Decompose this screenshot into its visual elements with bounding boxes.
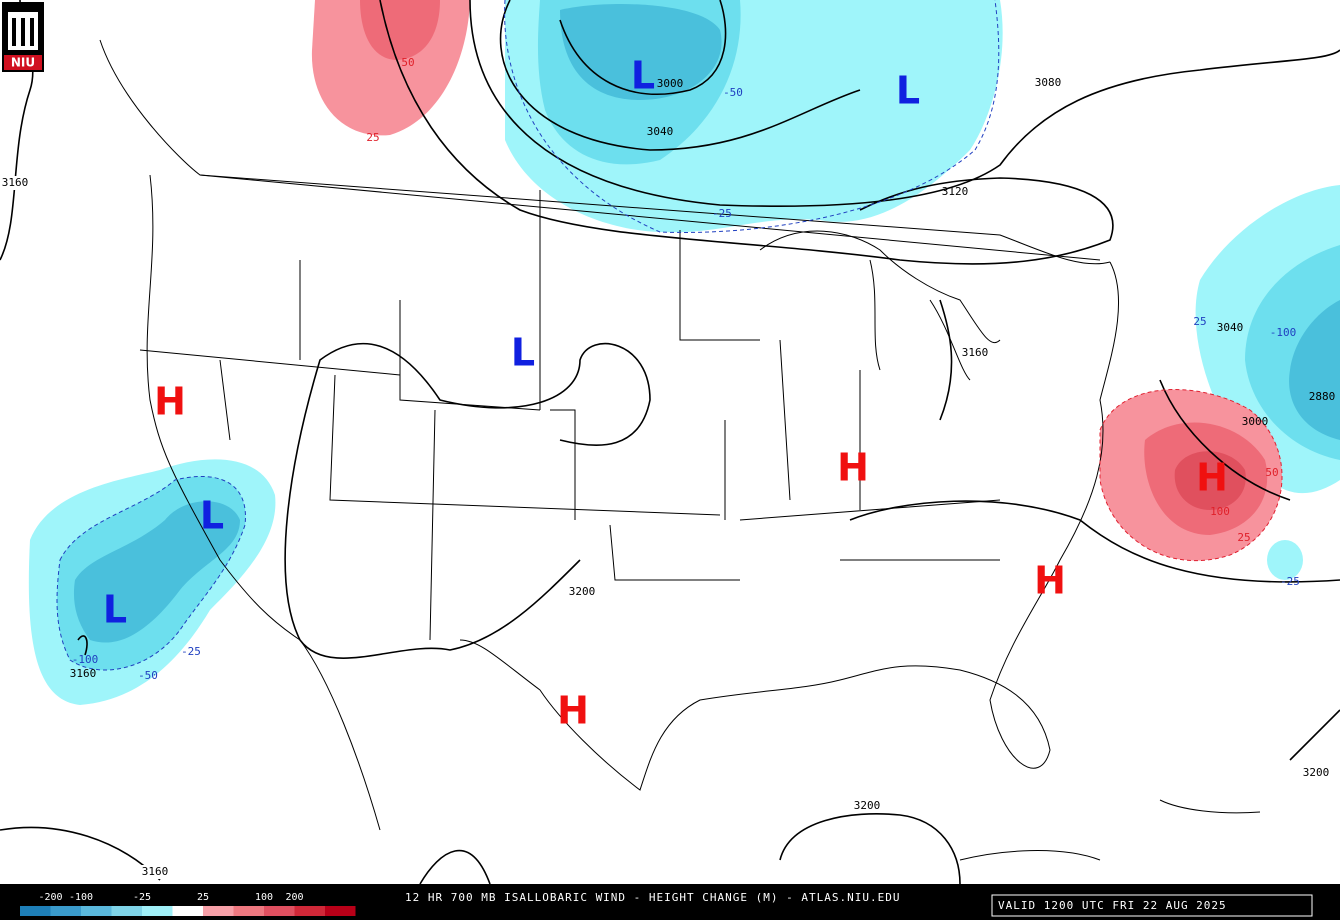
low-center: L: [511, 331, 535, 375]
height-label: 3200: [854, 799, 881, 812]
colorbar-label: -25: [133, 892, 151, 903]
low-center: L: [103, 588, 127, 632]
valid-time: VALID 1200 UTC FRI 22 AUG 2025: [998, 899, 1227, 912]
height-label: 3160: [70, 667, 97, 680]
logo-text: NIU: [11, 56, 35, 70]
colorbar: -200 -100 -25 25 100 200: [20, 892, 356, 916]
low-center: L: [896, 69, 920, 113]
change-label: -25: [181, 645, 201, 658]
height-labels: 3160 3000 3040 3080 3120 3160 3200 3040 …: [0, 76, 1335, 879]
change-label: -50: [138, 669, 158, 682]
colorbar-swatch: [294, 906, 325, 916]
colorbar-label: -100: [69, 892, 93, 903]
high-center: H: [1034, 559, 1066, 603]
colorbar-swatch: [142, 906, 173, 916]
colorbar-swatch: [172, 906, 203, 916]
height-label: 3000: [657, 77, 684, 90]
valid-box: [991, 894, 1313, 917]
change-label: 50: [401, 56, 414, 69]
change-label: -50: [723, 86, 743, 99]
height-label: 3120: [942, 185, 969, 198]
change-label: 25: [1193, 315, 1206, 328]
colorbar-label: 25: [197, 892, 209, 903]
height-label: 3040: [647, 125, 674, 138]
colorbar-swatch: [233, 906, 264, 916]
height-label: 3000: [1242, 415, 1269, 428]
change-label: 25: [366, 131, 379, 144]
high-center: H: [154, 380, 186, 424]
change-label: -25: [712, 207, 732, 220]
low-center: L: [631, 54, 655, 98]
high-center: H: [1196, 456, 1228, 500]
height-label: 3200: [569, 585, 596, 598]
colorbar-swatch: [264, 906, 295, 916]
colorbar-swatch: [111, 906, 142, 916]
colorbar-swatch: [50, 906, 81, 916]
colorbar-swatch: [20, 906, 51, 916]
colorbar-swatch: [203, 906, 234, 916]
change-label: 100: [1210, 505, 1230, 518]
height-change-shading: [28, 0, 1340, 705]
geography: [99, 39, 1261, 861]
height-label: 3160: [962, 346, 989, 359]
colorbar-label: 100: [255, 892, 273, 903]
change-label: 25: [1237, 531, 1250, 544]
logo: NIU: [2, 2, 44, 72]
centers: L L L L L H H H H H: [103, 54, 1228, 733]
high-center: H: [557, 689, 589, 733]
height-label: 2880: [1309, 390, 1336, 403]
colorbar-label: -200: [38, 892, 62, 903]
change-label: -100: [1270, 326, 1297, 339]
height-label: 3160: [142, 865, 169, 878]
change-label: -25: [1280, 575, 1300, 588]
low-center: L: [200, 494, 224, 538]
height-label: 3040: [1217, 321, 1244, 334]
colorbar-swatch: [81, 906, 112, 916]
colorbar-swatch: [325, 906, 356, 916]
change-contours: [56, 0, 1283, 671]
height-contours: [0, 0, 1340, 885]
height-label: 3080: [1035, 76, 1062, 89]
change-label: 50: [1265, 466, 1278, 479]
footer-title: 12 HR 700 MB ISALLOBARIC WIND - HEIGHT C…: [405, 891, 900, 904]
colorbar-label: 200: [285, 892, 303, 903]
height-label: 3160: [2, 176, 29, 189]
change-labels: 50 25 -50 -25 25 -100 50 100 25 -25 -25 …: [72, 56, 1300, 682]
change-label: -100: [72, 653, 99, 666]
height-label: 3200: [1303, 766, 1330, 779]
high-center: H: [837, 446, 869, 490]
